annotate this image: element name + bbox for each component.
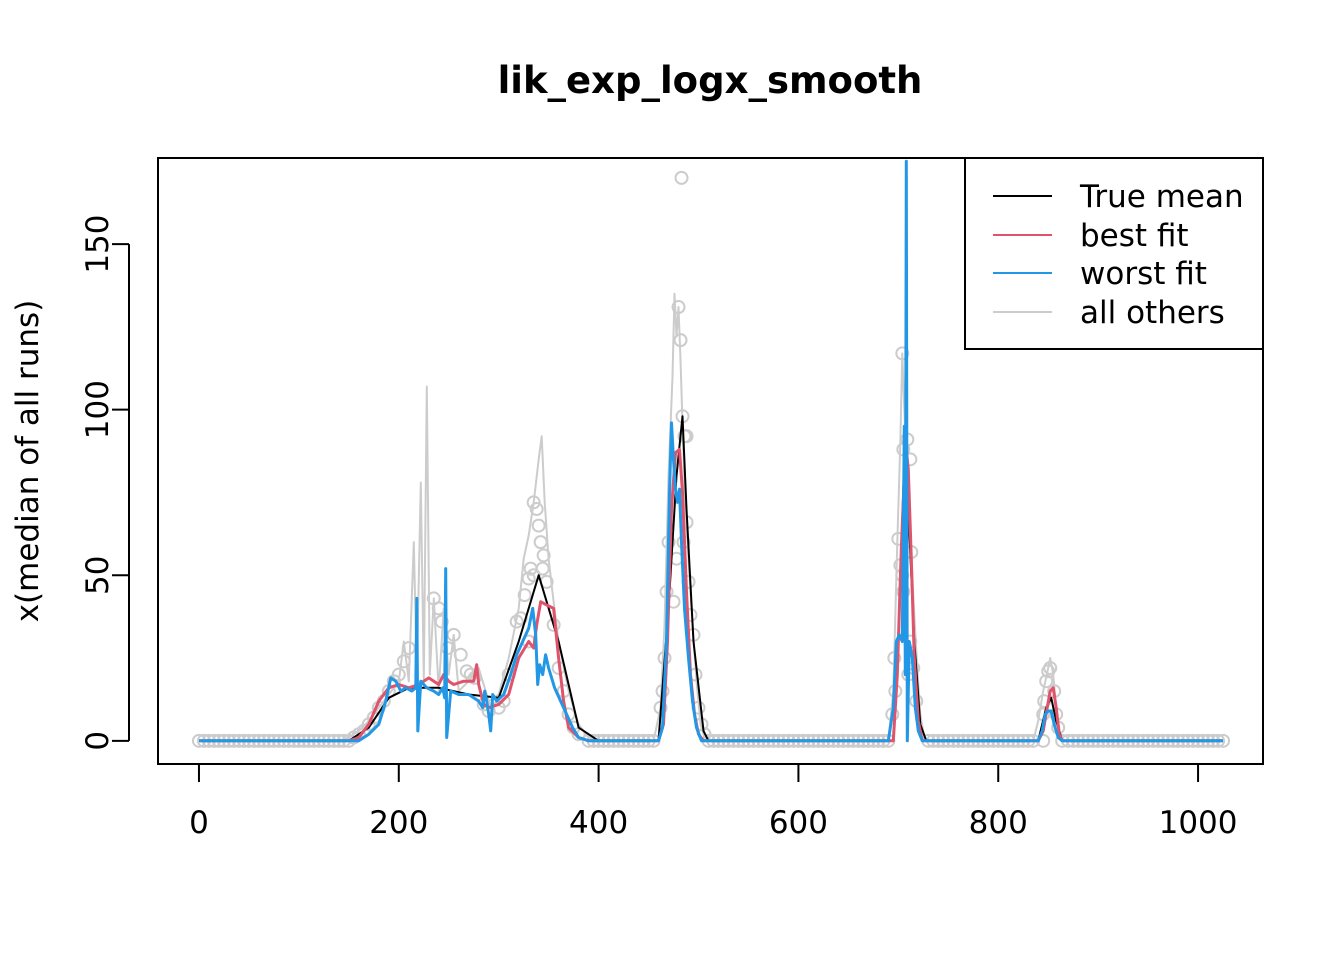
scatter-point: [673, 333, 688, 348]
y-axis: 0 50 100 150: [80, 215, 130, 751]
scatter-point: [453, 647, 468, 662]
scatter-point: [440, 641, 455, 656]
scatter-point: [533, 535, 548, 550]
scatter-point: [674, 170, 689, 185]
series-line-true-mean: [199, 415, 1223, 742]
plot-frame: [157, 157, 1264, 765]
x-tick-label: 400: [569, 805, 628, 841]
scatter-point: [1043, 660, 1058, 675]
scatter-point: [526, 495, 541, 510]
y-tick-label: 100: [80, 380, 116, 439]
scatter-point: [446, 627, 461, 642]
scatter-point: [671, 300, 686, 315]
scatter-point: [529, 502, 544, 517]
y-tick-label: 150: [80, 215, 116, 274]
series-line-all-others: [199, 292, 1223, 742]
y-tick-label: 0: [80, 731, 116, 751]
scatter-point: [396, 654, 411, 669]
scatter-point: [434, 614, 449, 629]
x-tick-label: 600: [769, 805, 828, 841]
legend-label-all-others: all others: [1080, 295, 1225, 331]
series-line-worst-fit: [199, 159, 1223, 743]
scatter-point: [1039, 674, 1054, 689]
scatter-point: [895, 346, 910, 361]
x-axis: 0 200 400 600 800 1000: [189, 763, 1238, 841]
y-tick-label: 50: [80, 556, 116, 595]
chart-title: lik_exp_logx_smooth: [498, 59, 923, 102]
legend: True mean best fit worst fit all others: [964, 157, 1264, 350]
scatter-point: [523, 561, 538, 576]
legend-label-true-mean: True mean: [1079, 179, 1244, 215]
legend-label-best-fit: best fit: [1080, 218, 1189, 254]
legend-label-worst-fit: worst fit: [1080, 256, 1207, 292]
plot-area: [191, 159, 1231, 748]
legend-box: [964, 157, 1264, 350]
x-tick-label: 800: [969, 805, 1028, 841]
x-tick-label: 0: [189, 805, 209, 841]
x-tick-label: 200: [369, 805, 428, 841]
series-line-best-fit: [199, 447, 1223, 743]
scatter-point: [536, 548, 551, 563]
scatter-point: [517, 588, 532, 603]
y-axis-label: x(median of all runs): [10, 300, 46, 623]
x-tick-label: 1000: [1159, 805, 1238, 841]
scatter-point: [509, 614, 524, 629]
scatter-point: [521, 571, 536, 586]
scatter-point: [531, 518, 546, 533]
